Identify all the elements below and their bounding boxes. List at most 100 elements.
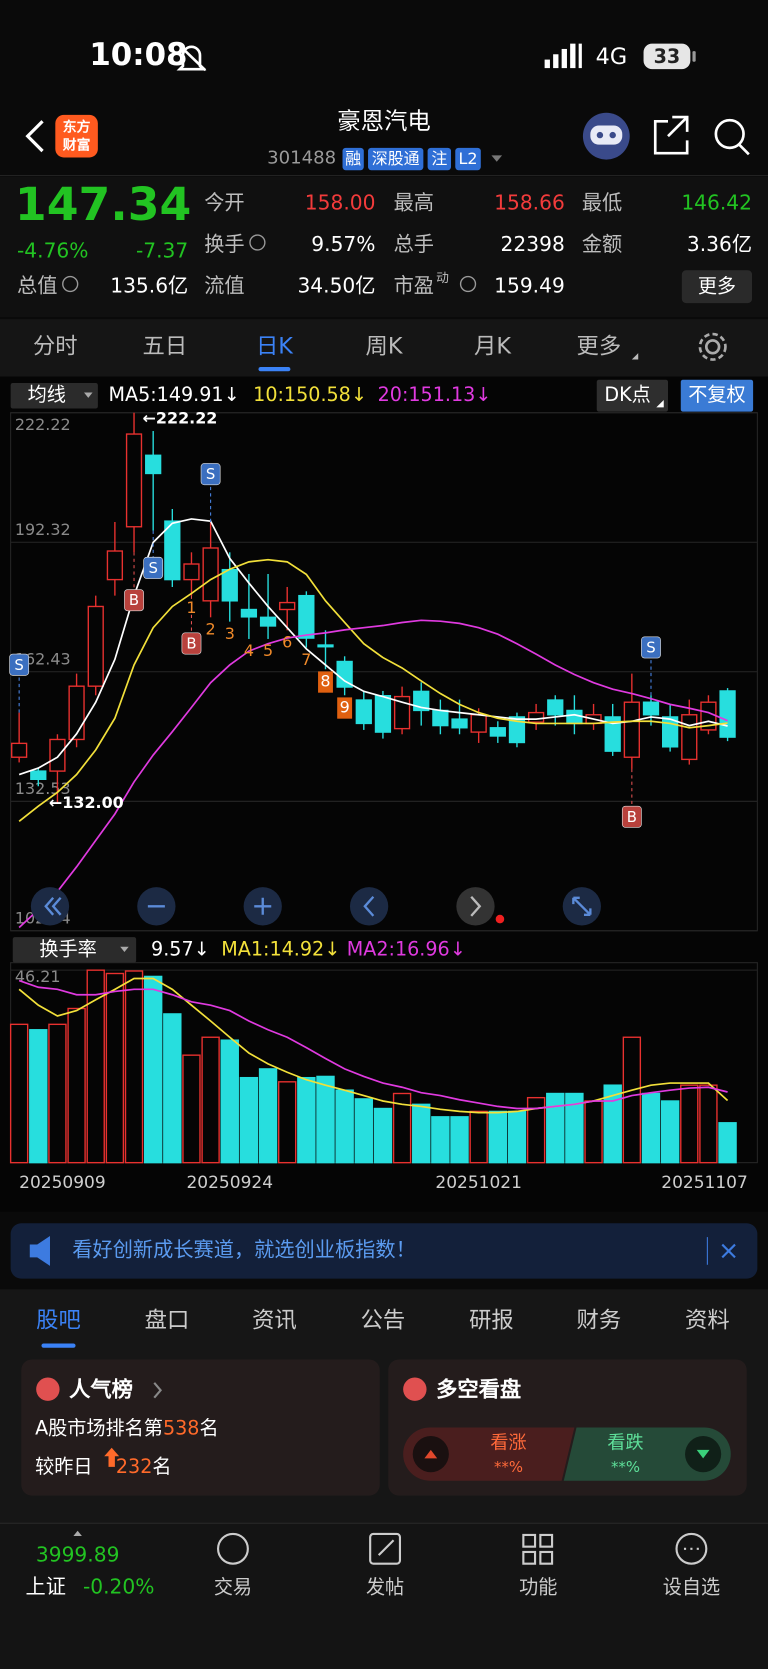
close-banner-button[interactable] xyxy=(721,1243,736,1259)
dk-button-label[interactable]: DK点 xyxy=(604,383,650,406)
bar xyxy=(622,1036,642,1164)
watchlist-icon[interactable] xyxy=(675,1532,708,1565)
nav-labels: 交易 发帖 功能 设自选 xyxy=(214,1576,720,1599)
badge xyxy=(368,147,424,171)
content-tab[interactable]: 财务 xyxy=(577,1308,622,1334)
banner-text[interactable]: 看好创新成长赛道，就选创业板指数！ xyxy=(72,1237,415,1261)
signal-label: B xyxy=(186,635,196,653)
function-icon[interactable] xyxy=(522,1533,537,1548)
bar xyxy=(699,1084,718,1164)
field-value: 135.6亿 xyxy=(110,274,188,298)
field-label: 金额 xyxy=(582,232,622,256)
share-button[interactable] xyxy=(653,115,689,155)
expand-icon[interactable] xyxy=(73,1530,82,1537)
count-badge xyxy=(318,671,333,693)
field-value: 159.49 xyxy=(494,274,565,298)
bar xyxy=(584,1100,603,1164)
count-label: 9 xyxy=(340,698,350,717)
scroll-start-button[interactable] xyxy=(30,887,70,926)
nav-label[interactable]: 发帖 xyxy=(366,1576,404,1599)
nav-label[interactable]: 交易 xyxy=(214,1576,252,1599)
quote-panel xyxy=(0,176,768,318)
megaphone-icon xyxy=(29,1236,50,1266)
count-label: 8 xyxy=(320,672,330,691)
y-tick-label: 46.21 xyxy=(15,967,61,986)
index-value[interactable]: 3999.89 xyxy=(36,1543,120,1567)
dropdown-icon[interactable] xyxy=(491,155,503,162)
bear-label[interactable]: 看跌 xyxy=(607,1432,643,1453)
indicator-selector[interactable] xyxy=(10,382,98,409)
adjust-button-label[interactable]: 不复权 xyxy=(688,383,745,406)
popularity-icon xyxy=(36,1377,60,1401)
dk-button[interactable] xyxy=(596,379,669,412)
card-title[interactable]: 多空看盘 xyxy=(436,1376,521,1402)
dropdown-icon[interactable] xyxy=(84,392,93,398)
bar xyxy=(124,970,144,1164)
nav-label[interactable]: 功能 xyxy=(519,1576,557,1599)
scroll-left-button[interactable] xyxy=(349,887,389,926)
bar xyxy=(67,1007,86,1164)
badge-label: L2 xyxy=(459,149,478,168)
field-value: 158.66 xyxy=(494,191,565,215)
indicator-selector[interactable] xyxy=(12,937,137,963)
index-change[interactable]: -0.20% xyxy=(83,1575,154,1599)
bar xyxy=(163,1013,182,1164)
more-button-label[interactable]: 更多 xyxy=(698,275,736,298)
bar xyxy=(201,1036,220,1164)
bull-button[interactable] xyxy=(403,1427,575,1481)
dropdown-icon[interactable] xyxy=(120,946,129,953)
promo-banner[interactable] xyxy=(10,1223,758,1279)
bar xyxy=(641,1092,661,1164)
period-tab[interactable]: 日K xyxy=(256,333,294,359)
assistant-avatar[interactable] xyxy=(582,112,630,160)
candle-body xyxy=(719,690,736,738)
content-tab[interactable]: 研报 xyxy=(469,1308,514,1334)
signal-label: B xyxy=(627,808,637,826)
bull-label[interactable]: 看涨 xyxy=(490,1432,526,1453)
nav-label[interactable]: 设自选 xyxy=(663,1576,720,1599)
info-icon[interactable] xyxy=(459,275,477,293)
candle-body xyxy=(221,568,238,602)
content-tab[interactable]: 盘口 xyxy=(145,1308,190,1334)
signal-label: S xyxy=(206,465,215,483)
period-tab[interactable]: 五日 xyxy=(143,333,188,359)
period-tab[interactable]: 月K xyxy=(474,333,512,359)
content-tab[interactable]: 公告 xyxy=(361,1308,406,1334)
post-icon[interactable] xyxy=(369,1532,402,1565)
x-tick-label: 20250909 xyxy=(19,1173,106,1193)
content-tab[interactable]: 股吧 xyxy=(36,1308,81,1334)
x-tick-label: 20250924 xyxy=(186,1173,273,1193)
index-name[interactable]: 上证 xyxy=(26,1575,66,1599)
bar xyxy=(526,1096,546,1164)
logo-text: 东方 xyxy=(63,119,91,136)
period-tab[interactable]: 分时 xyxy=(33,333,78,359)
bar xyxy=(546,1092,565,1164)
candle-body xyxy=(279,601,296,611)
rank-value: 538 xyxy=(163,1416,200,1439)
adjust-button[interactable] xyxy=(680,379,754,412)
settings-button[interactable] xyxy=(698,332,727,361)
count-label: 5 xyxy=(263,641,273,660)
ma-line xyxy=(18,619,728,929)
x-tick-label: 20251107 xyxy=(661,1173,748,1193)
indicator-selector-label[interactable]: 均线 xyxy=(28,383,66,406)
scroll-right-button[interactable] xyxy=(456,887,495,926)
card-title[interactable]: 人气榜 xyxy=(69,1376,133,1402)
indicator-selector-label[interactable]: 换手率 xyxy=(39,937,96,960)
period-tab[interactable]: 更多 xyxy=(577,333,622,359)
info-icon[interactable] xyxy=(249,234,266,251)
period-tab[interactable]: 周K xyxy=(366,333,404,359)
signal-label: B xyxy=(129,591,139,609)
content-tab[interactable]: 资料 xyxy=(685,1308,730,1334)
candle-body xyxy=(393,695,411,730)
content-tab[interactable]: 资讯 xyxy=(252,1308,297,1334)
info-icon[interactable] xyxy=(62,275,79,293)
search-button[interactable] xyxy=(714,118,750,156)
battery-level: 33 xyxy=(654,45,681,68)
signal-badge xyxy=(621,805,642,828)
more-button[interactable] xyxy=(681,270,753,304)
battery-tip xyxy=(692,51,696,62)
trade-icon[interactable] xyxy=(216,1532,249,1565)
back-button[interactable] xyxy=(25,120,44,153)
bear-button[interactable] xyxy=(563,1427,731,1481)
